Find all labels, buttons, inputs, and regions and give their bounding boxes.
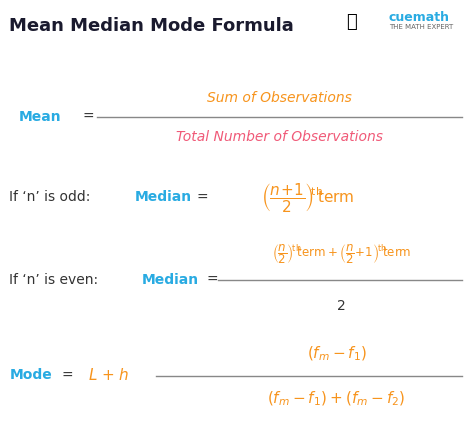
- Text: THE MATH EXPERT: THE MATH EXPERT: [389, 24, 453, 30]
- Text: 2: 2: [337, 299, 346, 313]
- Text: Median: Median: [135, 191, 192, 204]
- Text: Mean: Mean: [19, 110, 62, 124]
- Text: Median: Median: [142, 273, 200, 287]
- Text: $\left(\dfrac{\mathit{n}\!+\!1}{2}\right)^{\!\!\mathrm{th}}\!\!\mathrm{term}$: $\left(\dfrac{\mathit{n}\!+\!1}{2}\right…: [261, 181, 354, 214]
- Text: $\mathit{L}$ + $\mathit{h}$: $\mathit{L}$ + $\mathit{h}$: [88, 368, 129, 383]
- Text: cuemath: cuemath: [389, 11, 450, 24]
- Text: Total Number of Observations: Total Number of Observations: [176, 130, 383, 144]
- Text: =: =: [62, 368, 73, 382]
- Text: $(\mathit{f_m} - \mathit{f_1})+(\mathit{f_m} - \mathit{f_2})$: $(\mathit{f_m} - \mathit{f_1})+(\mathit{…: [267, 389, 406, 408]
- Text: Mean Median Mode Formula: Mean Median Mode Formula: [9, 17, 294, 35]
- Text: =: =: [83, 110, 95, 124]
- Text: =: =: [197, 191, 209, 204]
- Text: Sum of Observations: Sum of Observations: [207, 91, 352, 105]
- Text: If ‘n’ is even:: If ‘n’ is even:: [9, 273, 99, 287]
- Text: $\left(\dfrac{n}{2}\right)^{\!\mathrm{th}}\!\!\mathrm{term}+\left(\dfrac{n}{2}\!: $\left(\dfrac{n}{2}\right)^{\!\mathrm{th…: [272, 242, 411, 266]
- Text: =: =: [206, 273, 218, 287]
- Text: If ‘n’ is odd:: If ‘n’ is odd:: [9, 191, 91, 204]
- Text: $(\mathit{f_m} - \mathit{f_1})$: $(\mathit{f_m} - \mathit{f_1})$: [307, 345, 366, 363]
- Text: Mode: Mode: [9, 368, 52, 382]
- Text: 🚀: 🚀: [346, 13, 357, 31]
